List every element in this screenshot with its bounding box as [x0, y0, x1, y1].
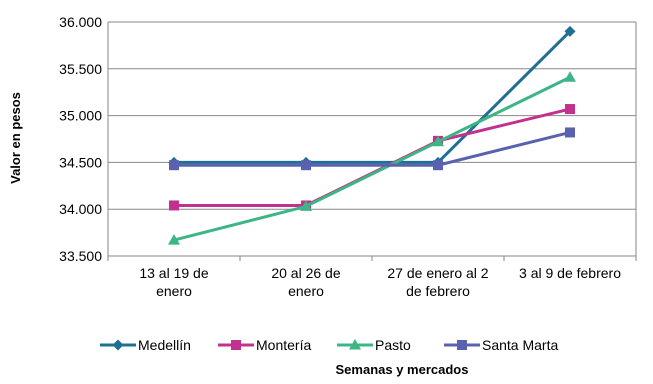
legend: Medellín Montería Pasto Santa Marta	[100, 337, 558, 353]
data-point	[169, 160, 179, 171]
y-tick-labels: 33.500 34.000 34.500 35.000 35.500 36.000	[59, 14, 102, 264]
x-axis-title: Semanas y mercados	[336, 362, 469, 377]
data-point	[300, 200, 312, 211]
y-tick-label: 36.000	[59, 14, 102, 30]
data-point	[564, 71, 576, 82]
series-line	[174, 130, 571, 167]
data-point	[169, 200, 179, 211]
y-tick-label: 35.000	[59, 108, 102, 124]
y-axis-title: Valor en pesos	[8, 92, 23, 184]
x-tick-label: 27 de enero al 2 de febrero	[387, 265, 488, 299]
data-point	[432, 135, 444, 147]
x-tick-label: 3 al 9 de febrero	[519, 265, 621, 281]
legend-label: Medellín	[138, 337, 191, 353]
data-point	[564, 25, 576, 37]
data-point	[301, 160, 311, 171]
legend-marker	[457, 340, 467, 350]
y-tick-label: 35.500	[59, 61, 102, 77]
legend-label: Pasto	[375, 337, 411, 353]
legend-marker	[112, 339, 124, 351]
legend-label: Montería	[256, 337, 311, 353]
gridlines	[108, 21, 636, 257]
y-tick-label: 34.000	[59, 201, 102, 217]
data-point	[168, 234, 180, 245]
y-tick-label: 34.500	[59, 154, 102, 170]
series-line	[174, 30, 572, 164]
legend-marker	[349, 339, 361, 350]
x-tick-label: 20 al 26 de enero	[271, 265, 340, 299]
x-tick-label: 13 al 19 de enero	[139, 265, 208, 299]
axes	[107, 22, 637, 261]
series-line	[174, 107, 571, 207]
series-line	[173, 75, 571, 242]
legend-marker	[231, 340, 241, 350]
data-point	[433, 160, 443, 171]
y-tick-label: 33.500	[59, 248, 102, 264]
data-point	[565, 104, 575, 115]
legend-label: Santa Marta	[482, 337, 558, 353]
x-tick-labels: 13 al 19 de enero 20 al 26 de enero 27 de en…	[139, 265, 621, 299]
data-point	[565, 127, 575, 138]
series-layer	[168, 25, 576, 245]
